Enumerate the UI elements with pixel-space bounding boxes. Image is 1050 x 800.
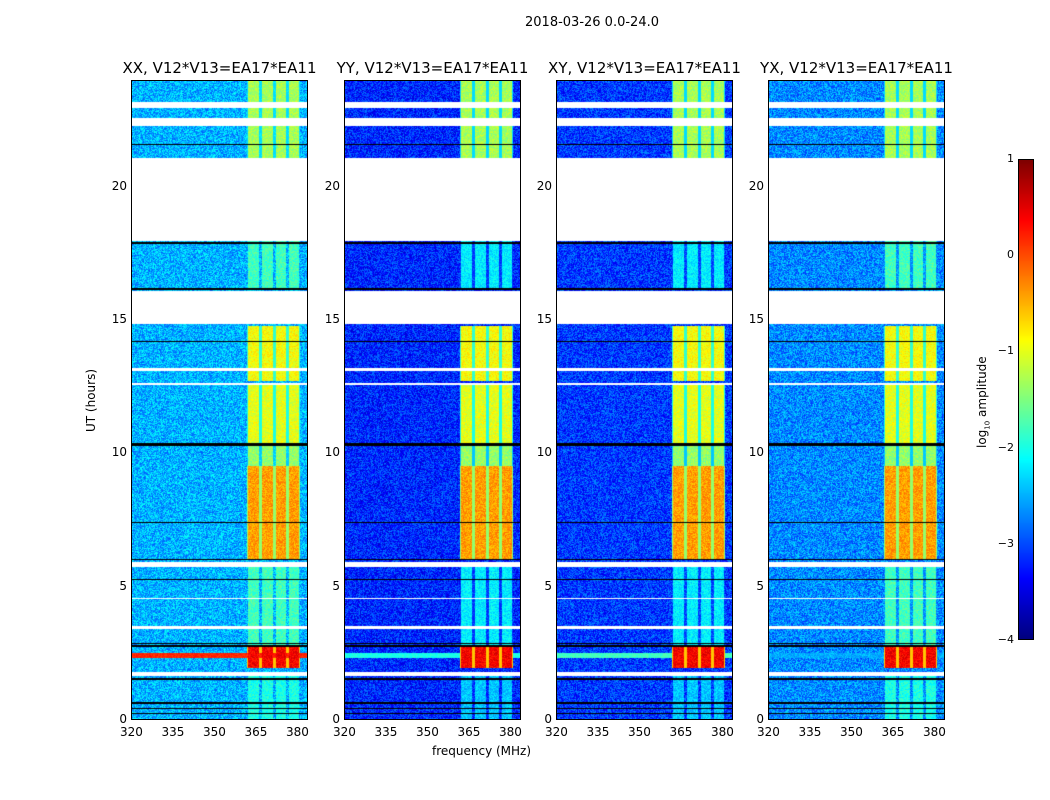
colorbar <box>1018 159 1034 640</box>
x-tick-label: 365 <box>669 725 693 739</box>
panel-title: YY, V12*V13=EA17*EA11 <box>336 59 529 77</box>
x-tick-label: 380 <box>922 725 946 739</box>
y-tick-label: 5 <box>756 578 764 593</box>
heatmap-panel-2 <box>556 80 733 720</box>
heatmap-image <box>132 81 307 719</box>
x-tick-label: 350 <box>627 725 651 739</box>
colorbar-tick-label: −3 <box>997 536 1014 550</box>
x-tick-label: 380 <box>285 725 309 739</box>
x-tick-label: 350 <box>202 725 226 739</box>
x-tick-label: 365 <box>881 725 905 739</box>
y-tick-label: 15 <box>324 312 340 326</box>
y-tick-label: 5 <box>332 578 340 593</box>
x-tick-label: 350 <box>415 725 439 739</box>
y-tick-label: 0 <box>544 712 552 726</box>
x-tick-label: 320 <box>545 725 568 739</box>
x-tick-label: 335 <box>161 725 185 739</box>
colorbar-gradient <box>1019 160 1033 639</box>
y-tick-label: 0 <box>756 712 764 726</box>
panel-title: XX, V12*V13=EA17*EA11 <box>122 59 317 77</box>
x-tick-label: 320 <box>757 725 780 739</box>
panel-title: YX, V12*V13=EA17*EA11 <box>760 59 953 77</box>
x-tick-label: 320 <box>333 725 356 739</box>
y-tick-label: 0 <box>332 712 340 726</box>
colorbar-tick-label: 1 <box>1007 152 1014 165</box>
y-tick-label: 10 <box>111 445 127 460</box>
figure-title: 2018-03-26 0.0-24.0 <box>525 15 659 30</box>
x-tick-label: 365 <box>244 725 268 739</box>
y-tick-label: 20 <box>536 178 552 193</box>
x-tick-label: 335 <box>798 725 822 739</box>
y-tick-label: 0 <box>119 712 127 726</box>
y-tick-label: 10 <box>324 445 340 460</box>
heatmap-panel-3 <box>768 80 945 720</box>
x-tick-label: 380 <box>498 725 522 739</box>
heatmap-image <box>345 81 520 719</box>
y-tick-label: 15 <box>111 312 127 326</box>
x-tick-label: 380 <box>710 725 734 739</box>
y-tick-label: 20 <box>111 178 127 193</box>
x-tick-label: 350 <box>839 725 863 739</box>
y-tick-label: 20 <box>324 178 340 193</box>
colorbar-label: log10 amplitude <box>975 356 992 448</box>
y-tick-label: 5 <box>119 578 127 593</box>
y-tick-label: 10 <box>536 445 552 460</box>
heatmap-panel-1 <box>344 80 521 720</box>
x-axis-label: frequency (MHz) <box>432 744 532 758</box>
y-axis-label: UT (hours) <box>84 368 98 432</box>
heatmap-image <box>557 81 732 719</box>
y-tick-label: 15 <box>536 312 552 326</box>
x-tick-label: 320 <box>120 725 143 739</box>
heatmap-panel-0 <box>131 80 308 720</box>
colorbar-tick-label: −2 <box>997 440 1014 454</box>
y-tick-label: 5 <box>544 578 552 593</box>
panel-title: XY, V12*V13=EA17*EA11 <box>548 59 741 77</box>
x-tick-label: 335 <box>374 725 398 739</box>
colorbar-tick-label: −4 <box>997 633 1014 646</box>
colorbar-tick-label: −1 <box>997 344 1014 358</box>
heatmap-image <box>769 81 944 719</box>
colorbar-tick-label: 0 <box>1007 248 1014 262</box>
y-tick-label: 15 <box>748 312 764 326</box>
y-tick-label: 10 <box>748 445 764 460</box>
y-tick-label: 20 <box>748 178 764 193</box>
x-tick-label: 335 <box>586 725 610 739</box>
x-tick-label: 365 <box>457 725 481 739</box>
